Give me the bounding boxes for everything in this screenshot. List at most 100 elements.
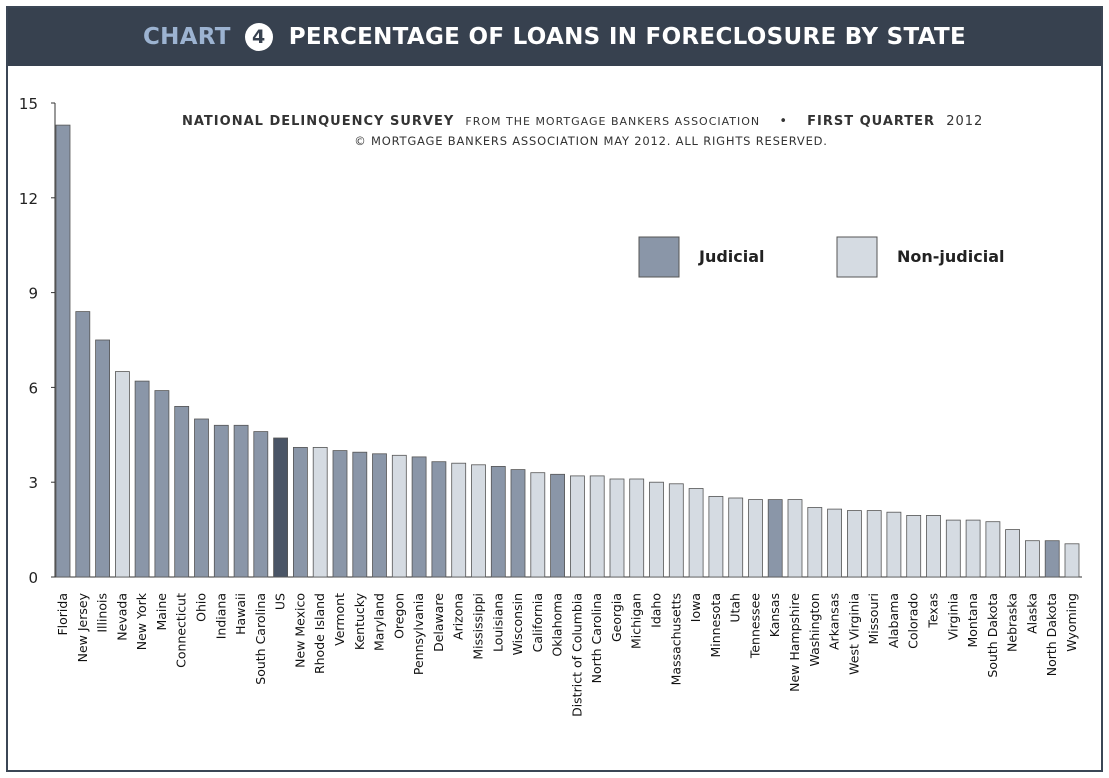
x-tick-label: Oregon	[391, 593, 406, 639]
bar-california	[530, 472, 546, 578]
chart-frame: CHART 4 PERCENTAGE OF LOANS IN FORECLOSU…	[6, 6, 1103, 772]
x-tick-label: South Dakota	[985, 593, 1000, 678]
x-tick-label: Minnesota	[708, 593, 723, 658]
bar-colorado	[906, 515, 922, 578]
x-tick-label: Washington	[807, 593, 822, 666]
bar-new-mexico	[292, 446, 308, 578]
chart-title: PERCENTAGE OF LOANS IN FORECLOSURE BY ST…	[288, 24, 967, 50]
chart-number-badge: 4	[244, 23, 273, 51]
bar-us	[273, 437, 289, 578]
bar-west-virginia	[847, 510, 862, 578]
x-tick-label: Utah	[728, 593, 743, 623]
x-tick-label: New Mexico	[292, 593, 307, 668]
x-tick-label: Rhode Island	[312, 593, 327, 674]
y-tick-label: 12	[19, 190, 38, 208]
bar-georgia	[609, 478, 625, 578]
x-tick-label: Nevada	[114, 593, 129, 641]
source-from: FROM THE MORTGAGE BANKERS ASSOCIATION	[465, 115, 760, 128]
x-tick-label: North Dakota	[1044, 593, 1059, 676]
bar-alabama	[886, 511, 902, 578]
bar-florida	[55, 124, 71, 578]
y-tick-label: 6	[28, 379, 38, 397]
x-tick-label: Missouri	[866, 593, 881, 644]
bar-kentucky	[352, 451, 368, 578]
legend-swatch-non-judicial	[836, 236, 878, 278]
x-tick-label: Ohio	[194, 593, 209, 622]
x-tick-label: Georgia	[609, 593, 624, 642]
bar-washington	[807, 507, 823, 578]
y-tick-label: 3	[28, 474, 38, 492]
source-bullet: •	[779, 114, 788, 129]
bar-new-hampshire	[787, 499, 803, 578]
bar-hawaii	[233, 424, 249, 578]
bar-illinois	[95, 339, 110, 578]
bar-arizona	[451, 462, 467, 578]
bar-mississippi	[471, 464, 486, 578]
bar-arkansas	[827, 508, 842, 578]
x-tick-label: Mississippi	[471, 593, 486, 660]
x-tick-label: Tennessee	[748, 593, 763, 659]
bar-delaware	[431, 461, 447, 578]
x-tick-label: Kentucky	[352, 592, 367, 650]
x-tick-label: Texas	[926, 593, 941, 629]
x-tick-label: Colorado	[906, 593, 921, 649]
bar-tennessee	[748, 499, 763, 578]
chart-label: CHART	[142, 24, 231, 50]
x-tick-label: Wyoming	[1064, 593, 1079, 652]
x-tick-label: Delaware	[431, 593, 446, 652]
x-tick-label: Montana	[965, 593, 980, 648]
x-tick-label: Indiana	[213, 593, 228, 639]
bar-maine	[154, 390, 170, 578]
bar-kansas	[767, 499, 783, 578]
bar-massachusetts	[668, 483, 684, 578]
x-tick-label: Idaho	[649, 593, 664, 628]
bar-louisiana	[490, 465, 506, 578]
x-tick-label: Virginia	[945, 593, 960, 640]
bar-new-jersey	[75, 311, 91, 578]
bar-alaska	[1025, 540, 1040, 578]
x-tick-label: Vermont	[332, 593, 347, 646]
x-tick-label: Alabama	[886, 593, 901, 648]
bar-new-york	[134, 380, 150, 578]
bar-wyoming	[1064, 543, 1080, 578]
x-tick-label: Louisiana	[490, 593, 505, 652]
x-tick-label: Oklahoma	[550, 593, 565, 657]
bar-maryland	[372, 453, 387, 578]
x-axis-category-labels: Florida New Jersey Illinois Nevada New York M…	[55, 592, 1079, 717]
bar-pennsylvania	[411, 456, 427, 578]
y-axis-ticks: 0 3 6 9 12 15	[19, 95, 55, 587]
legend-swatch-judicial	[638, 236, 680, 278]
y-tick-label: 0	[28, 569, 38, 587]
bar-south-dakota	[985, 521, 1001, 578]
bar-michigan	[629, 478, 645, 578]
x-tick-label: New Jersey	[75, 592, 90, 662]
source-year: 2012	[946, 114, 983, 129]
bar-ohio	[194, 418, 209, 578]
copyright-line: © MORTGAGE BANKERS ASSOCIATION MAY 2012.…	[354, 134, 828, 148]
x-tick-label: Illinois	[95, 593, 110, 633]
bar-nebraska	[1005, 529, 1020, 578]
x-tick-label: District of Columbia	[569, 593, 584, 717]
bar-utah	[728, 497, 744, 578]
x-tick-label: Maine	[154, 593, 169, 631]
bar-wisconsin	[510, 469, 526, 578]
x-tick-label: Florida	[55, 593, 70, 636]
bar-vermont	[332, 450, 348, 578]
x-tick-label: Iowa	[688, 593, 703, 622]
y-tick-label: 9	[28, 285, 38, 303]
x-tick-label: North Carolina	[589, 593, 604, 683]
x-tick-label: New Hampshire	[787, 593, 802, 692]
source-survey: NATIONAL DELINQUENCY SURVEY	[182, 114, 454, 129]
x-tick-label: New York	[134, 592, 149, 650]
bar-minnesota	[708, 495, 724, 578]
bar-north-carolina	[589, 475, 605, 578]
x-tick-label: Kansas	[767, 593, 782, 637]
x-tick-label: Pennsylvania	[411, 593, 426, 675]
bar-texas	[926, 515, 941, 578]
bar-idaho	[649, 481, 664, 578]
bar-oregon	[391, 454, 407, 578]
legend-label-non-judicial: Non-judicial	[897, 247, 1004, 266]
x-tick-label: Wisconsin	[510, 593, 525, 655]
legend-label-judicial: Judicial	[698, 247, 765, 266]
